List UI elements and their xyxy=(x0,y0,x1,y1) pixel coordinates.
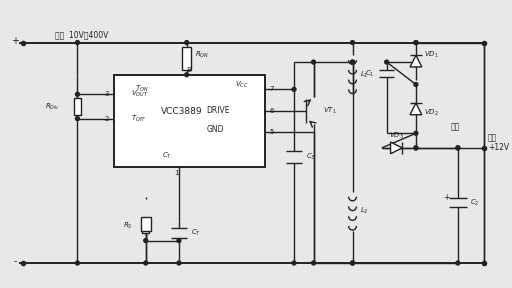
Bar xyxy=(74,98,81,115)
Circle shape xyxy=(177,239,181,242)
Circle shape xyxy=(75,92,79,96)
Text: +: + xyxy=(443,193,450,202)
Text: $C_T$: $C_T$ xyxy=(162,151,173,161)
Text: $V_{OUT}$: $V_{OUT}$ xyxy=(131,89,148,99)
Text: 8: 8 xyxy=(186,67,191,73)
Text: $R_{ON}$: $R_{ON}$ xyxy=(195,50,209,60)
Circle shape xyxy=(456,146,460,150)
Text: 3: 3 xyxy=(104,91,109,97)
Circle shape xyxy=(414,83,418,86)
Circle shape xyxy=(185,73,188,77)
Text: $L_1$: $L_1$ xyxy=(360,70,369,80)
Text: +: + xyxy=(11,36,19,46)
Text: 输入  10V～400V: 输入 10V～400V xyxy=(55,30,109,39)
Circle shape xyxy=(414,146,418,150)
Circle shape xyxy=(177,261,181,265)
Text: $C_1$: $C_1$ xyxy=(366,69,375,79)
Circle shape xyxy=(75,261,79,265)
Circle shape xyxy=(414,41,418,45)
Circle shape xyxy=(414,131,418,135)
Text: +12V: +12V xyxy=(488,143,509,152)
Bar xyxy=(141,217,151,231)
Text: 输出: 输出 xyxy=(488,134,497,143)
Text: $T_{ON}$: $T_{ON}$ xyxy=(135,84,148,94)
Circle shape xyxy=(292,261,296,265)
Circle shape xyxy=(144,261,147,265)
Circle shape xyxy=(312,60,315,64)
Text: 6: 6 xyxy=(270,108,274,114)
Text: DRIVE: DRIVE xyxy=(207,106,230,115)
Circle shape xyxy=(385,60,389,64)
Text: 2: 2 xyxy=(104,116,109,122)
Text: VCC3889: VCC3889 xyxy=(161,107,202,116)
Text: GND: GND xyxy=(207,125,224,134)
Text: $C_2$: $C_2$ xyxy=(470,197,479,208)
Circle shape xyxy=(414,41,418,45)
Circle shape xyxy=(351,60,354,64)
Text: $V_{CC}$: $V_{CC}$ xyxy=(236,79,249,90)
Text: 5: 5 xyxy=(270,129,274,135)
Circle shape xyxy=(351,41,354,45)
Text: $R_{Div}$: $R_{Div}$ xyxy=(45,101,60,111)
Text: $R_S$: $R_S$ xyxy=(123,221,133,231)
Circle shape xyxy=(292,88,296,91)
Text: 输出: 输出 xyxy=(451,122,460,131)
Circle shape xyxy=(185,41,188,45)
Text: $VD_2$: $VD_2$ xyxy=(424,108,439,118)
Circle shape xyxy=(456,146,460,150)
Circle shape xyxy=(351,60,354,64)
Text: -: - xyxy=(13,256,17,266)
Text: $VT_1$: $VT_1$ xyxy=(323,106,337,116)
Text: $VD_1$: $VD_1$ xyxy=(424,50,438,60)
Circle shape xyxy=(456,261,460,265)
Bar xyxy=(142,221,149,233)
Circle shape xyxy=(351,261,354,265)
Text: 7: 7 xyxy=(270,86,274,92)
Polygon shape xyxy=(410,55,422,67)
Text: $VD_3$: $VD_3$ xyxy=(389,131,404,141)
Circle shape xyxy=(414,146,418,150)
Circle shape xyxy=(75,117,79,121)
Bar xyxy=(182,47,191,70)
Circle shape xyxy=(75,41,79,45)
Circle shape xyxy=(144,239,147,242)
Circle shape xyxy=(351,261,354,265)
Polygon shape xyxy=(391,142,402,154)
Bar xyxy=(114,75,265,167)
Text: $L_2$: $L_2$ xyxy=(360,206,369,216)
Polygon shape xyxy=(410,103,422,115)
Text: $T_{OFF}$: $T_{OFF}$ xyxy=(131,113,147,124)
Text: $C_3$: $C_3$ xyxy=(306,151,315,162)
Text: 1: 1 xyxy=(174,170,178,176)
Text: $C_T$: $C_T$ xyxy=(190,228,201,238)
Circle shape xyxy=(312,261,315,265)
